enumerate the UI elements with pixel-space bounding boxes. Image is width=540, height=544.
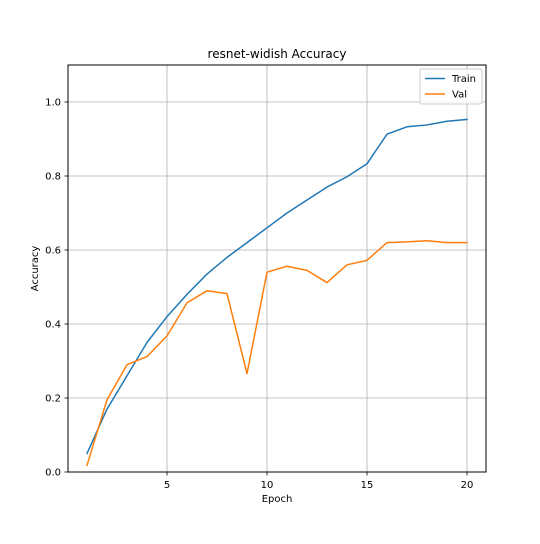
x-tick-label-1: 10	[261, 480, 274, 491]
y-axis: 0.0 0.2 0.4 0.6 0.8 1.0	[45, 98, 68, 479]
x-axis: 5 10 15 20	[164, 472, 474, 491]
y-tick-label-4: 0.8	[45, 172, 61, 183]
series-layer	[86, 118, 468, 467]
y-tick-label-5: 1.0	[45, 98, 61, 109]
legend-label-train: Train	[451, 74, 476, 85]
legend-label-val: Val	[452, 90, 467, 101]
x-tick-label-0: 5	[164, 480, 170, 491]
y-tick-label-3: 0.6	[45, 246, 61, 257]
x-axis-label: Epoch	[262, 494, 293, 505]
y-axis-label: Accuracy	[30, 246, 41, 292]
grid	[68, 65, 486, 473]
plot-frame	[67, 64, 487, 473]
y-tick-label-2: 0.4	[45, 320, 61, 331]
x-tick-label-2: 15	[361, 480, 374, 491]
legend: Train Val	[419, 68, 483, 105]
y-tick-label-1: 0.2	[45, 394, 61, 405]
x-tick-label-3: 20	[461, 480, 474, 491]
chart-title: resnet-widish Accuracy	[208, 47, 347, 61]
y-tick-label-0: 0.0	[45, 468, 61, 479]
series-line-val	[86, 240, 468, 467]
series-line-train	[86, 118, 468, 455]
